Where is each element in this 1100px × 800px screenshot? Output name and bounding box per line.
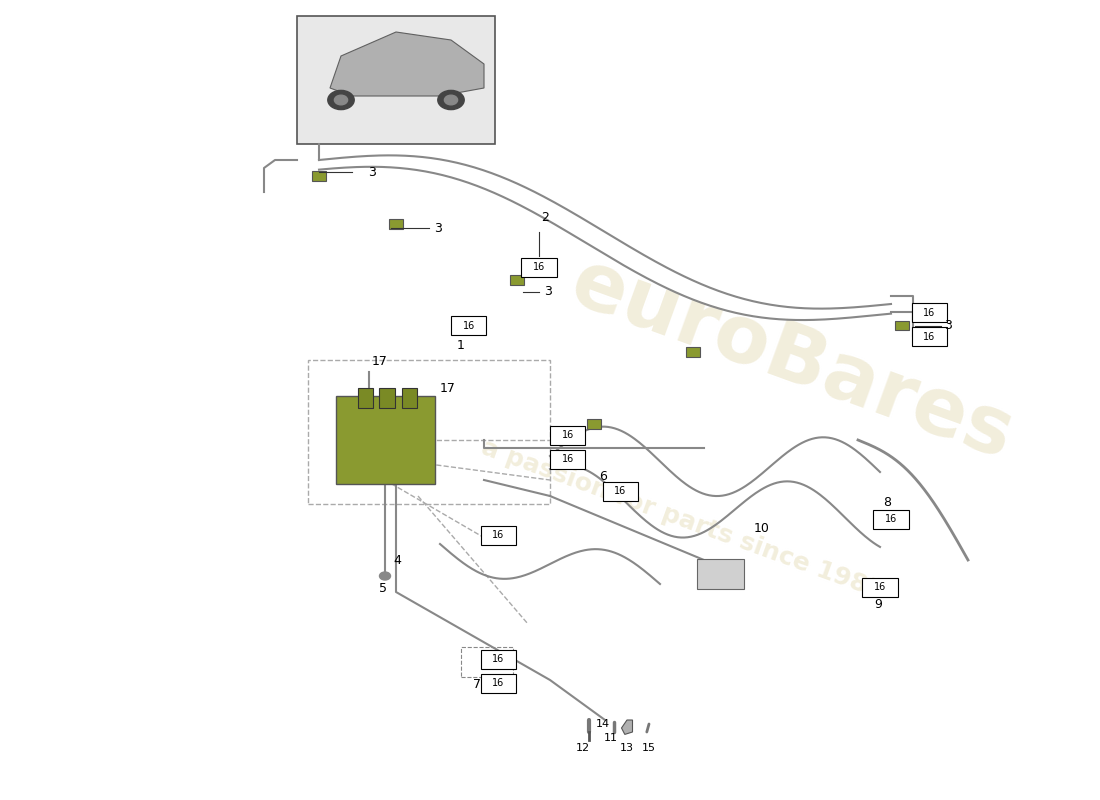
Text: 8: 8 <box>883 496 891 509</box>
FancyBboxPatch shape <box>862 578 898 597</box>
FancyBboxPatch shape <box>336 396 434 484</box>
FancyBboxPatch shape <box>686 347 700 357</box>
Text: 9: 9 <box>874 598 882 610</box>
Polygon shape <box>621 720 632 734</box>
FancyBboxPatch shape <box>379 388 395 408</box>
Text: 15: 15 <box>642 743 656 753</box>
FancyBboxPatch shape <box>297 16 495 144</box>
FancyBboxPatch shape <box>510 275 524 285</box>
Circle shape <box>379 572 390 580</box>
Text: 16: 16 <box>462 321 475 330</box>
Text: 3: 3 <box>944 319 952 332</box>
Text: 16: 16 <box>492 530 505 540</box>
Text: 1: 1 <box>456 339 464 352</box>
Text: 17: 17 <box>372 355 387 368</box>
Text: 7: 7 <box>473 678 481 690</box>
FancyBboxPatch shape <box>521 258 557 277</box>
Text: a passion for parts since 1985: a passion for parts since 1985 <box>477 436 887 604</box>
Text: 16: 16 <box>561 430 574 440</box>
FancyBboxPatch shape <box>550 450 585 469</box>
Text: euroBares: euroBares <box>560 244 1024 476</box>
Text: 16: 16 <box>614 486 627 496</box>
Text: 16: 16 <box>923 308 936 318</box>
Text: 16: 16 <box>873 582 887 592</box>
FancyBboxPatch shape <box>603 482 638 501</box>
FancyBboxPatch shape <box>895 321 909 330</box>
Text: 2: 2 <box>541 211 549 224</box>
Text: 16: 16 <box>561 454 574 464</box>
Bar <box>308 360 550 504</box>
Circle shape <box>328 90 354 110</box>
Text: 16: 16 <box>492 654 505 664</box>
Text: 11: 11 <box>604 733 617 742</box>
FancyBboxPatch shape <box>402 388 417 408</box>
FancyBboxPatch shape <box>481 650 516 669</box>
FancyBboxPatch shape <box>587 419 601 429</box>
Polygon shape <box>330 32 484 96</box>
Text: 13: 13 <box>620 743 634 753</box>
Text: 14: 14 <box>596 719 609 729</box>
FancyBboxPatch shape <box>873 510 909 529</box>
FancyBboxPatch shape <box>358 388 373 408</box>
Text: 5: 5 <box>379 582 387 594</box>
Text: 3: 3 <box>368 166 376 178</box>
Text: 12: 12 <box>576 743 590 753</box>
Circle shape <box>444 95 458 105</box>
Text: 10: 10 <box>754 522 769 534</box>
FancyBboxPatch shape <box>312 171 326 181</box>
Text: 3: 3 <box>544 285 552 298</box>
FancyBboxPatch shape <box>481 674 516 693</box>
FancyBboxPatch shape <box>451 316 486 335</box>
FancyBboxPatch shape <box>550 426 585 445</box>
Circle shape <box>438 90 464 110</box>
Text: 6: 6 <box>600 470 607 482</box>
FancyBboxPatch shape <box>481 526 516 545</box>
Circle shape <box>334 95 348 105</box>
Text: 3: 3 <box>434 222 442 234</box>
Text: 17: 17 <box>440 382 455 394</box>
Text: 16: 16 <box>532 262 546 272</box>
FancyBboxPatch shape <box>912 303 947 322</box>
FancyBboxPatch shape <box>389 219 403 229</box>
Text: 16: 16 <box>923 332 936 342</box>
FancyBboxPatch shape <box>697 559 744 589</box>
Text: 16: 16 <box>884 514 898 524</box>
Text: 16: 16 <box>492 678 505 688</box>
FancyBboxPatch shape <box>912 327 947 346</box>
Text: 4: 4 <box>394 554 402 566</box>
